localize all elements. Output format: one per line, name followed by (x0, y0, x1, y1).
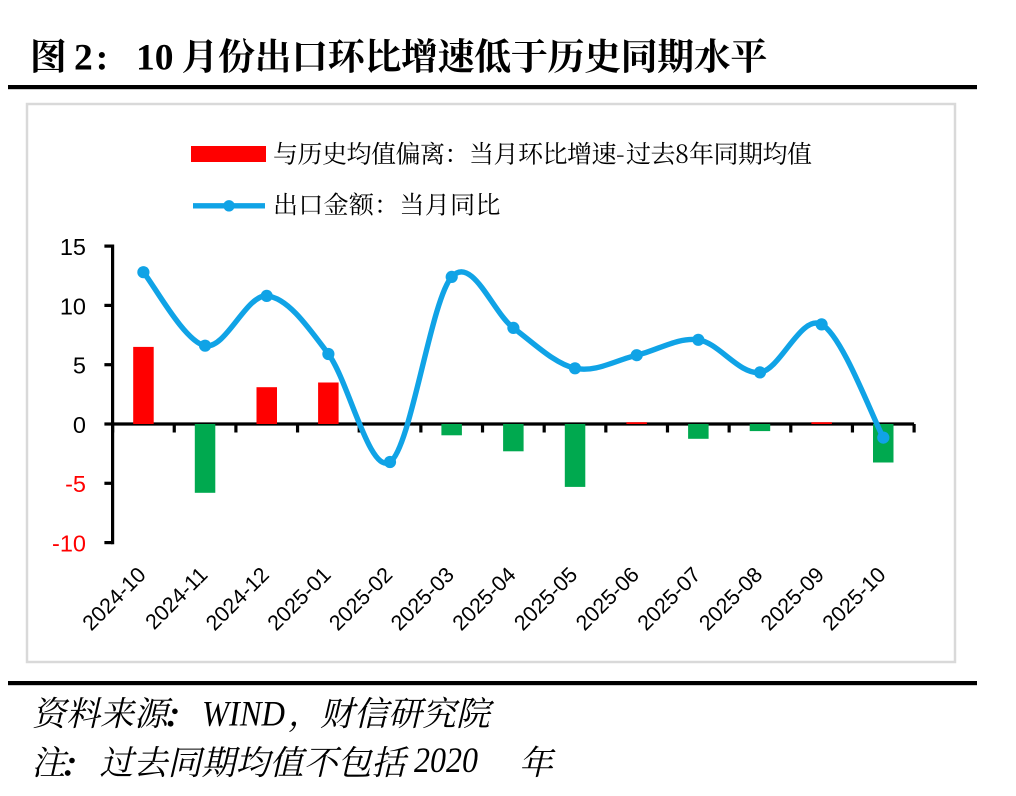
svg-text:15: 15 (60, 234, 86, 260)
svg-text:10: 10 (60, 293, 86, 319)
svg-text:0: 0 (73, 412, 86, 438)
svg-text:5: 5 (73, 353, 86, 379)
svg-text:-5: -5 (65, 471, 86, 497)
svg-text:WIND: WIND (202, 694, 285, 734)
svg-text:-10: -10 (52, 531, 86, 557)
svg-text:2020: 2020 (414, 740, 478, 780)
